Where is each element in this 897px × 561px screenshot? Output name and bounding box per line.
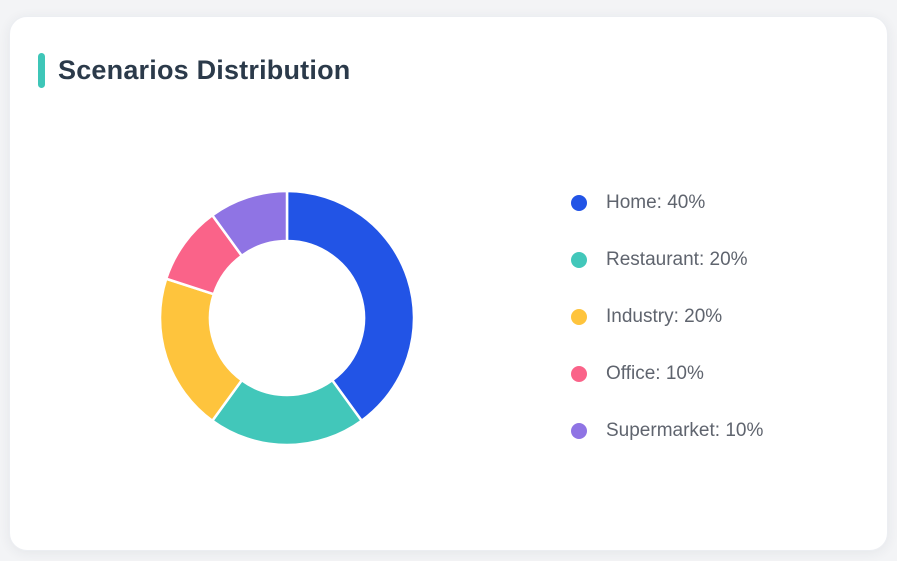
legend-color-dot: [571, 309, 587, 325]
donut-chart: [158, 189, 416, 447]
legend-label: Home: 40%: [606, 192, 706, 213]
legend-item-office[interactable]: Office: 10%: [571, 363, 763, 384]
legend-label: Industry: 20%: [606, 306, 723, 327]
donut-slice-home[interactable]: [285, 189, 416, 422]
legend-color-dot: [571, 366, 587, 382]
legend-color-dot: [571, 423, 587, 439]
legend-color-dot: [571, 195, 587, 211]
title-accent-bar: [38, 53, 45, 88]
legend-label: Restaurant: 20%: [606, 249, 748, 270]
legend-item-industry[interactable]: Industry: 20%: [571, 306, 763, 327]
legend-item-home[interactable]: Home: 40%: [571, 192, 763, 213]
donut-slice-supermarket[interactable]: [211, 189, 289, 257]
chart-legend: Home: 40% Restaurant: 20% Industry: 20% Off…: [571, 192, 764, 478]
card-header: Scenarios Distribution: [38, 53, 350, 88]
legend-item-supermarket[interactable]: Supermarket: 10%: [571, 420, 764, 441]
card-title: Scenarios Distribution: [58, 55, 351, 85]
legend-item-restaurant[interactable]: Restaurant: 20%: [571, 249, 763, 270]
legend-color-dot: [571, 252, 587, 268]
scenarios-distribution-card: Scenarios Distribution Home: 40% Restaura…: [9, 16, 888, 551]
legend-label: Office: 10%: [606, 363, 704, 384]
legend-label: Supermarket: 10%: [606, 420, 764, 441]
